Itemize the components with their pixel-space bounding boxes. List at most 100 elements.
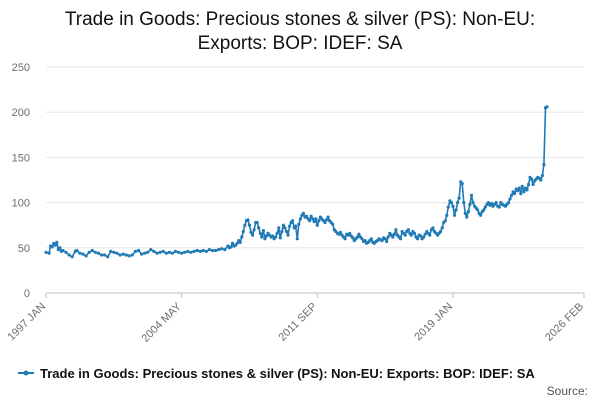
data-point[interactable] <box>301 211 305 215</box>
data-point[interactable] <box>284 229 289 234</box>
data-point[interactable] <box>263 237 267 241</box>
data-point[interactable] <box>297 222 301 226</box>
data-point[interactable] <box>451 204 455 208</box>
data-point[interactable] <box>170 251 174 255</box>
data-point[interactable] <box>50 245 54 249</box>
data-point[interactable] <box>431 226 435 230</box>
data-point[interactable] <box>44 250 48 254</box>
data-point[interactable] <box>149 248 153 252</box>
data-point[interactable] <box>127 254 131 258</box>
data-point[interactable] <box>258 231 262 235</box>
data-point[interactable] <box>204 249 208 253</box>
data-point[interactable] <box>189 250 193 254</box>
data-point[interactable] <box>309 214 313 218</box>
data-point[interactable] <box>369 237 373 241</box>
data-point[interactable] <box>90 248 94 253</box>
data-point[interactable] <box>115 251 119 255</box>
data-point[interactable] <box>445 213 449 217</box>
data-point[interactable] <box>64 250 68 254</box>
data-point[interactable] <box>463 211 467 215</box>
data-point[interactable] <box>531 182 535 187</box>
data-point[interactable] <box>471 201 475 205</box>
data-point[interactable] <box>247 223 252 227</box>
legend[interactable]: Trade in Goods: Precious stones & silver… <box>18 366 535 381</box>
data-point[interactable] <box>415 237 420 241</box>
data-point[interactable] <box>428 233 432 237</box>
data-point[interactable] <box>229 245 233 249</box>
data-point[interactable] <box>466 210 470 214</box>
data-point[interactable] <box>167 250 171 254</box>
data-point[interactable] <box>446 205 450 209</box>
data-point[interactable] <box>508 197 512 201</box>
data-point[interactable] <box>304 214 309 218</box>
data-point[interactable] <box>419 234 423 238</box>
data-point[interactable] <box>277 226 281 230</box>
data-point[interactable] <box>482 208 486 212</box>
data-point[interactable] <box>140 252 144 256</box>
data-point[interactable] <box>264 234 268 238</box>
data-point[interactable] <box>230 241 235 245</box>
data-point[interactable] <box>93 250 97 254</box>
data-point[interactable] <box>251 233 255 237</box>
data-point[interactable] <box>283 226 287 230</box>
data-point[interactable] <box>70 255 74 259</box>
data-point[interactable] <box>255 220 259 225</box>
data-point[interactable] <box>452 213 457 217</box>
data-point[interactable] <box>109 249 113 253</box>
data-point[interactable] <box>380 239 384 243</box>
data-point[interactable] <box>486 201 490 205</box>
data-point[interactable] <box>133 249 137 253</box>
data-point[interactable] <box>112 250 116 254</box>
data-point[interactable] <box>143 251 147 255</box>
data-point[interactable] <box>385 239 389 244</box>
data-point[interactable] <box>314 217 318 221</box>
data-point[interactable] <box>325 218 329 222</box>
data-point[interactable] <box>308 219 312 223</box>
data-point[interactable] <box>423 232 427 236</box>
data-point[interactable] <box>422 235 426 239</box>
data-point[interactable] <box>275 231 279 235</box>
data-point[interactable] <box>460 182 464 186</box>
data-point[interactable] <box>298 217 302 221</box>
data-point[interactable] <box>317 219 321 223</box>
data-point[interactable] <box>55 240 59 244</box>
data-point[interactable] <box>462 201 466 205</box>
data-point[interactable] <box>539 178 543 182</box>
data-point[interactable] <box>286 233 290 237</box>
data-point[interactable] <box>509 193 514 197</box>
data-point[interactable] <box>161 249 165 253</box>
data-point[interactable] <box>469 193 474 197</box>
data-point[interactable] <box>246 218 250 222</box>
data-point[interactable] <box>53 243 57 247</box>
data-point[interactable] <box>124 253 128 257</box>
data-point[interactable] <box>220 247 224 251</box>
data-point[interactable] <box>186 249 190 253</box>
data-point[interactable] <box>130 253 134 257</box>
data-point[interactable] <box>468 202 472 206</box>
data-point[interactable] <box>210 248 215 253</box>
data-point[interactable] <box>526 182 531 187</box>
data-point[interactable] <box>439 229 443 234</box>
data-point[interactable] <box>217 248 221 252</box>
data-point[interactable] <box>260 235 264 239</box>
data-point[interactable] <box>449 201 453 205</box>
data-point[interactable] <box>456 201 460 205</box>
data-point[interactable] <box>146 250 150 254</box>
data-point[interactable] <box>517 186 521 190</box>
data-point[interactable] <box>355 235 359 239</box>
data-point[interactable] <box>311 217 315 221</box>
data-point[interactable] <box>457 196 461 200</box>
data-point[interactable] <box>158 250 162 254</box>
data-point[interactable] <box>278 236 282 240</box>
data-point[interactable] <box>274 235 278 239</box>
data-point[interactable] <box>201 248 205 253</box>
data-point[interactable] <box>152 249 156 253</box>
data-point[interactable] <box>177 250 181 254</box>
data-point[interactable] <box>223 248 227 252</box>
data-point[interactable] <box>545 105 549 109</box>
data-point[interactable] <box>479 213 483 217</box>
data-point[interactable] <box>530 177 534 181</box>
data-point[interactable] <box>357 232 361 236</box>
data-point[interactable] <box>61 248 65 253</box>
data-point[interactable] <box>58 246 62 250</box>
